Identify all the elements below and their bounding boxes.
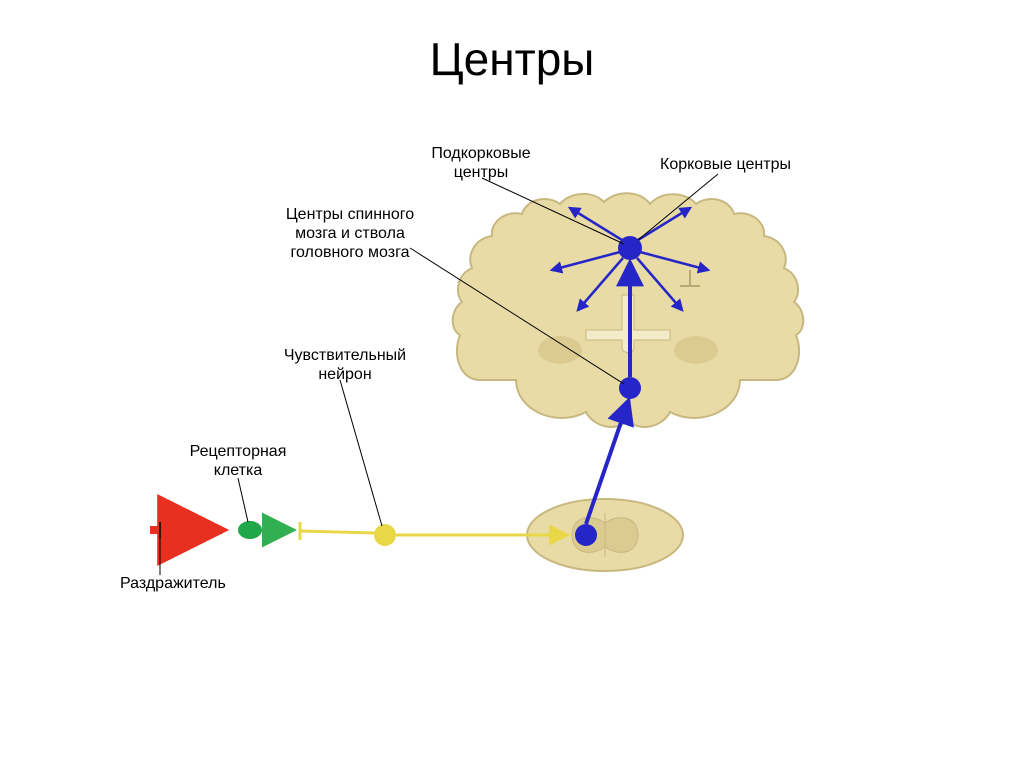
label-subcortical: Подкорковыецентры: [406, 144, 556, 182]
page-title: Центры: [0, 32, 1024, 86]
label-sensory-neuron: Чувствительныйнейрон: [260, 346, 430, 384]
label-cortical: Корковые центры: [660, 155, 830, 174]
label-spinal-stem: Центры спинногомозга и стволаголовного м…: [260, 205, 440, 263]
label-receptor: Рецепторнаяклетка: [178, 442, 298, 480]
diagram-container: Подкорковыецентры Корковые центры Центры…: [130, 130, 890, 660]
label-stimulus: Раздражитель: [120, 574, 260, 593]
